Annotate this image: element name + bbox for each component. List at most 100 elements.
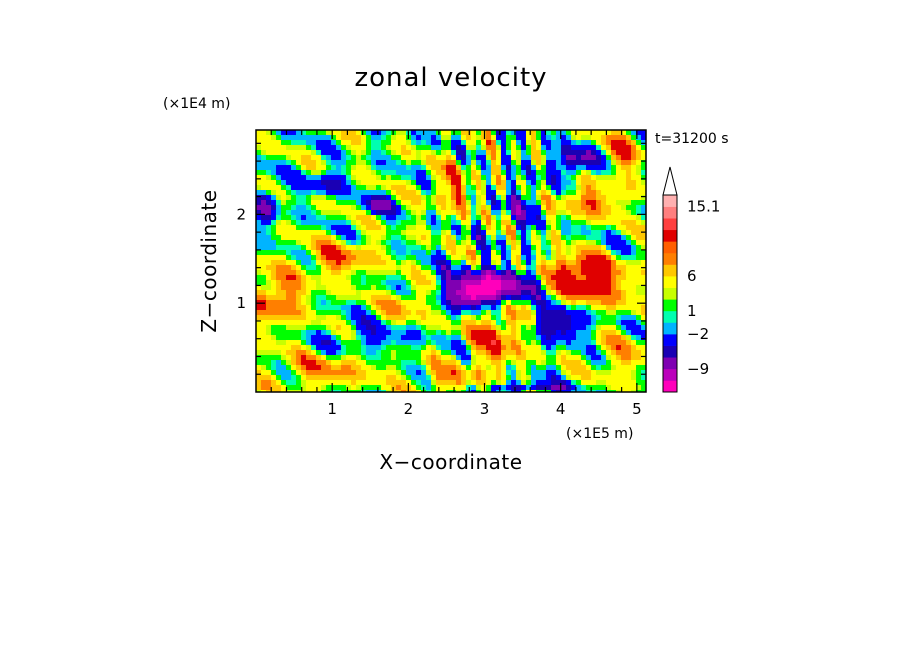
contour-cell — [366, 250, 372, 256]
contour-cell — [396, 300, 402, 306]
contour-cell — [376, 205, 382, 211]
contour-cell — [491, 160, 497, 166]
contour-cell — [381, 190, 387, 196]
contour-cell — [506, 210, 512, 216]
contour-cell — [376, 345, 382, 351]
contour-cell — [346, 335, 352, 341]
contour-cell — [561, 320, 567, 326]
contour-cell — [271, 140, 277, 146]
contour-cell — [406, 305, 412, 311]
contour-cell — [331, 205, 337, 211]
contour-cell — [631, 270, 637, 276]
contour-cell — [481, 345, 487, 351]
contour-cell — [331, 210, 337, 216]
contour-cell — [491, 330, 497, 336]
contour-cell — [401, 270, 407, 276]
contour-cell — [316, 340, 322, 346]
contour-cell — [476, 370, 482, 376]
contour-cell — [526, 210, 532, 216]
contour-cell — [281, 185, 287, 191]
contour-cell — [421, 325, 427, 331]
contour-cell — [296, 385, 302, 391]
contour-cell — [461, 150, 467, 156]
contour-cell — [456, 360, 462, 366]
contour-cell — [311, 275, 317, 281]
contour-cell — [446, 290, 452, 296]
contour-cell — [561, 285, 567, 291]
contour-cell — [521, 370, 527, 376]
contour-cell — [411, 250, 417, 256]
contour-cell — [501, 225, 507, 231]
contour-cell — [481, 185, 487, 191]
contour-cell — [321, 130, 327, 136]
contour-cell — [531, 145, 537, 151]
contour-cell — [366, 385, 372, 391]
contour-cell — [291, 140, 297, 146]
x-multiplier-label: (×1E5 m) — [566, 426, 633, 442]
contour-cell — [606, 180, 612, 186]
contour-cell — [551, 255, 557, 261]
contour-cell — [456, 275, 462, 281]
contour-cell — [421, 255, 427, 261]
contour-cell — [511, 200, 517, 206]
contour-cell — [426, 280, 432, 286]
contour-cell — [351, 145, 357, 151]
contour-cell — [361, 160, 367, 166]
contour-cell — [311, 190, 317, 196]
contour-cell — [346, 190, 352, 196]
contour-cell — [401, 360, 407, 366]
contour-cell — [346, 195, 352, 201]
contour-cell — [401, 260, 407, 266]
contour-cell — [551, 290, 557, 296]
contour-cell — [596, 360, 602, 366]
contour-cell — [366, 380, 372, 386]
contour-cell — [321, 350, 327, 356]
contour-cell — [541, 370, 547, 376]
contour-cell — [586, 135, 592, 141]
contour-cell — [456, 300, 462, 306]
contour-cell — [256, 355, 262, 361]
contour-cell — [541, 150, 547, 156]
contour-cell — [551, 285, 557, 291]
contour-cell — [371, 285, 377, 291]
axis-ticks: 1 2 3 4 512 — [236, 130, 646, 418]
contour-cell — [296, 210, 302, 216]
contour-cell — [531, 210, 537, 216]
contour-cell — [546, 355, 552, 361]
contour-cell — [581, 270, 587, 276]
contour-cell — [436, 185, 442, 191]
contour-cell — [361, 220, 367, 226]
contour-cell — [331, 175, 337, 181]
contour-cell — [501, 155, 507, 161]
contour-cell — [531, 365, 537, 371]
contour-cell — [606, 265, 612, 271]
contour-cell — [621, 320, 627, 326]
contour-cell — [296, 140, 302, 146]
contour-cell — [601, 210, 607, 216]
contour-cell — [516, 275, 522, 281]
contour-cell — [311, 205, 317, 211]
contour-cell — [631, 180, 637, 186]
contour-cell — [511, 360, 517, 366]
contour-cell — [331, 255, 337, 261]
contour-cell — [641, 340, 646, 346]
contour-cell — [436, 360, 442, 366]
contour-cell — [386, 305, 392, 311]
contour-cell — [456, 315, 462, 321]
contour-cell — [411, 240, 417, 246]
contour-cell — [266, 140, 272, 146]
contour-cell — [311, 170, 317, 176]
contour-cell — [496, 170, 502, 176]
contour-cell — [326, 170, 332, 176]
contour-cell — [316, 195, 322, 201]
contour-cell — [411, 155, 417, 161]
contour-cell — [581, 370, 587, 376]
contour-cell — [451, 295, 457, 301]
contour-cell — [406, 205, 412, 211]
contour-cell — [321, 180, 327, 186]
contour-cell — [521, 215, 527, 221]
contour-cell — [486, 215, 492, 221]
contour-cell — [371, 225, 377, 231]
contour-cell — [541, 330, 547, 336]
contour-cell — [401, 210, 407, 216]
